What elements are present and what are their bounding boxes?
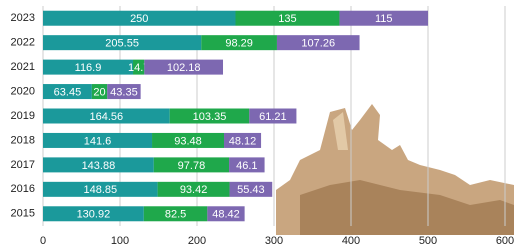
y-tick-label: 2020: [11, 85, 35, 97]
value-label: 107.26: [301, 38, 335, 50]
value-label: 93.42: [180, 184, 208, 196]
value-label: 46.1: [236, 160, 257, 172]
value-label: 116.9: [75, 62, 102, 74]
value-label: 98.29: [225, 38, 253, 50]
value-label: 143.88: [82, 160, 116, 172]
value-label: 102.18: [167, 62, 201, 74]
value-label: 97.78: [178, 160, 206, 172]
chart: 0 100 200 300 400 500 600 2023 250 135 115 2022 205.…: [0, 0, 514, 251]
y-tick-label: 2021: [11, 61, 35, 73]
y-tick-label: 2015: [11, 208, 35, 220]
value-label: 130.92: [77, 209, 111, 221]
y-tick-label: 2023: [11, 12, 35, 24]
value-label: 148.85: [83, 184, 117, 196]
x-tick-label: 300: [265, 235, 283, 247]
value-label: 61.21: [259, 111, 287, 123]
value-label: 93.48: [174, 135, 202, 147]
x-tick-label: 600: [496, 235, 514, 247]
value-label: 48.12: [229, 135, 257, 147]
value-label: 141.6: [84, 135, 112, 147]
y-tick-label: 2016: [11, 183, 35, 195]
y-tick-label: 2018: [11, 134, 35, 146]
value-label: 205.55: [105, 38, 139, 50]
value-label: 135: [278, 13, 296, 25]
value-label: 48.42: [212, 209, 240, 221]
value-label: 20: [93, 86, 105, 98]
value-label: 55.43: [237, 184, 265, 196]
x-tick-label: 200: [188, 235, 206, 247]
value-label: 82.5: [165, 209, 186, 221]
y-tick-label: 2017: [11, 159, 35, 171]
background-ruins: [276, 104, 514, 235]
value-label: 115: [375, 13, 393, 25]
x-tick-label: 100: [111, 235, 129, 247]
value-label: 43.35: [110, 86, 138, 98]
value-label: 103.35: [193, 111, 227, 123]
x-tick-label: 0: [40, 235, 46, 247]
x-tick-label: 400: [342, 235, 360, 247]
y-tick-label: 2019: [11, 110, 35, 122]
value-label: 164.56: [90, 111, 124, 123]
x-tick-label: 500: [419, 235, 437, 247]
y-tick-label: 2022: [11, 37, 35, 49]
value-label: 250: [130, 13, 148, 25]
value-label: 63.45: [54, 86, 82, 98]
